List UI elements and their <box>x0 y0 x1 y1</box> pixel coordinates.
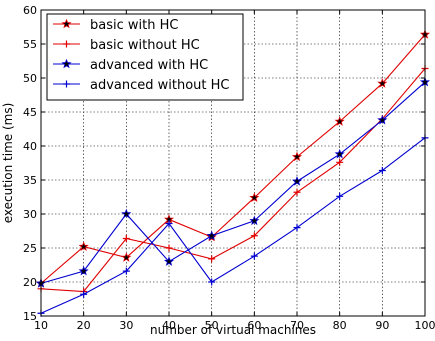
data-point <box>78 241 89 251</box>
y-tick-label: 30 <box>23 208 37 221</box>
data-point <box>377 114 388 125</box>
data-point <box>377 78 388 88</box>
data-point <box>206 230 217 241</box>
x-tick-label: 80 <box>333 319 347 332</box>
x-tick-label: 60 <box>247 319 261 332</box>
legend-label: basic with HC <box>90 18 178 33</box>
y-tick-label: 20 <box>23 276 37 289</box>
data-point <box>250 232 258 240</box>
data-point <box>249 192 260 202</box>
legend-marker <box>61 58 72 69</box>
series-advanced-with-hc <box>35 76 431 288</box>
x-tick-label: 70 <box>290 319 304 332</box>
data-point <box>122 234 130 242</box>
x-tick-label: 40 <box>162 319 176 332</box>
data-point <box>121 252 132 262</box>
x-tick-label: 30 <box>119 319 133 332</box>
data-point <box>208 255 216 263</box>
data-point <box>165 244 173 252</box>
y-tick-label: 45 <box>23 106 37 119</box>
legend-entry: basic without HC <box>53 38 200 53</box>
x-tick-label: 50 <box>205 319 219 332</box>
data-point <box>250 252 258 260</box>
data-point <box>121 208 132 219</box>
series-line <box>40 68 426 293</box>
data-point <box>293 188 301 196</box>
x-tick-label: 90 <box>375 319 389 332</box>
data-point <box>293 224 301 232</box>
x-tick-label: 10 <box>34 319 48 332</box>
y-tick-label: 50 <box>23 72 37 85</box>
data-point <box>334 148 345 159</box>
legend-box <box>46 13 244 101</box>
series-layer <box>35 29 431 317</box>
series-line <box>40 81 426 284</box>
data-point <box>80 290 88 298</box>
series-line <box>40 34 426 284</box>
ticks-layer: 10 20 30 40 50 60 70 80 90 100 15 20 25 30 35 40 45 50 55 6… <box>23 4 435 332</box>
series-advanced-without-hc <box>37 134 429 317</box>
y-tick-label: 60 <box>23 4 37 17</box>
legend-marker <box>63 40 70 48</box>
legend-entry: basic with HC <box>53 18 178 33</box>
x-tick-label: 20 <box>77 319 91 332</box>
data-point <box>78 265 89 276</box>
data-point <box>336 158 344 166</box>
legend-entry: advanced with HC <box>53 58 208 73</box>
legend-marker <box>63 80 70 88</box>
y-tick-label: 55 <box>23 38 37 51</box>
data-point <box>378 166 386 174</box>
data-point <box>122 267 130 275</box>
data-point <box>334 116 345 126</box>
data-point <box>291 151 303 162</box>
data-point <box>336 192 344 200</box>
legend-label: basic without HC <box>90 38 200 53</box>
series-line <box>40 137 426 314</box>
y-tick-label: 35 <box>23 174 37 187</box>
x-axis-label: number of virtual machines <box>150 323 316 337</box>
legend-label: advanced with HC <box>90 58 208 73</box>
legend: basic with HC basic without HC advanced wi… <box>46 13 244 101</box>
x-tick-label: 100 <box>415 319 435 332</box>
data-point <box>249 215 260 226</box>
y-tick-label: 40 <box>23 140 37 153</box>
data-point <box>208 278 216 286</box>
legend-label: advanced without HC <box>90 78 230 93</box>
legend-marker <box>61 18 72 29</box>
data-point <box>291 176 303 186</box>
y-axis-label: execution time (ms) <box>1 103 15 224</box>
data-point <box>163 256 175 266</box>
y-tick-label: 25 <box>23 242 37 255</box>
data-point <box>165 220 173 228</box>
plot-frame <box>40 9 426 317</box>
y-tick-label: 15 <box>23 310 37 323</box>
legend-entry: advanced without HC <box>53 78 230 93</box>
